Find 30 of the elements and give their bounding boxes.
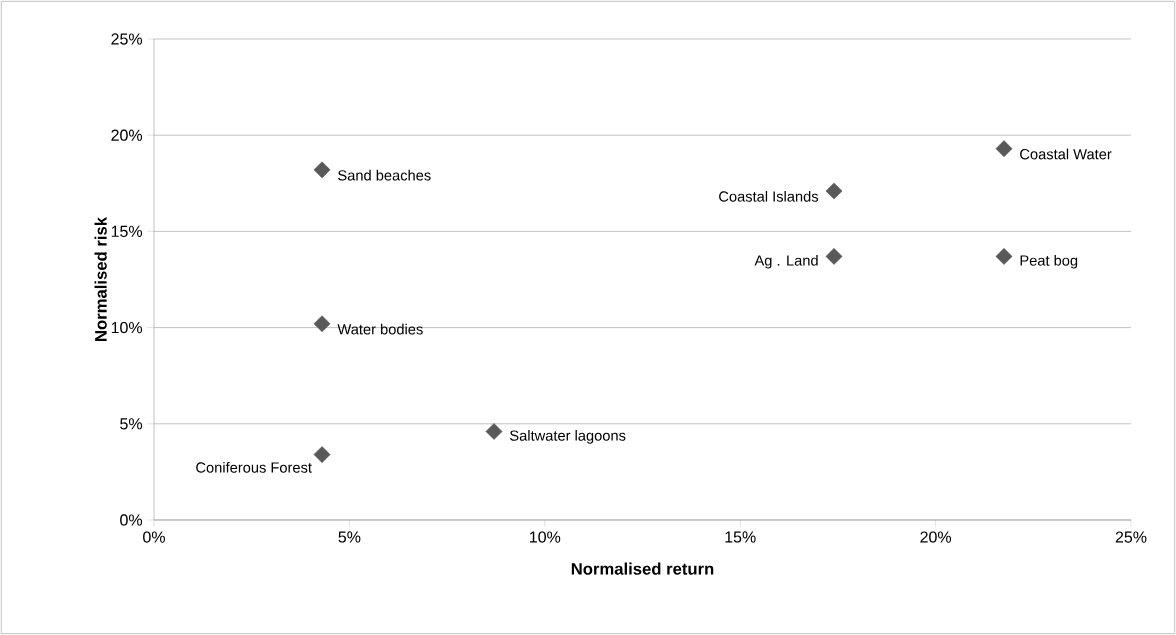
y-tick-label: 20% (111, 129, 143, 141)
point (313, 446, 331, 463)
x-tick-label: 20% (920, 531, 952, 543)
annotation: Ag . Land (754, 254, 818, 269)
annotation: Saltwater lagoons (510, 430, 626, 444)
x-axis-title: Normalised return (571, 562, 714, 575)
x-tick-label: 0% (143, 531, 165, 543)
annotation: Peat bog (1020, 254, 1078, 269)
point (313, 161, 331, 179)
point (485, 423, 503, 440)
y-tick-label: 10% (111, 321, 143, 334)
annotation: Coastal Water (1020, 148, 1112, 160)
point (825, 248, 843, 265)
y-tick-label: 25% (111, 33, 143, 45)
annotation: Water bodies (337, 323, 423, 335)
y-tick-label: 15% (111, 225, 143, 238)
point (825, 182, 843, 200)
point (313, 315, 331, 333)
x-tick-label: 5% (338, 531, 361, 543)
x-tick-label: 25% (1115, 531, 1147, 543)
point (995, 248, 1013, 265)
point (995, 140, 1013, 158)
annotation: Coniferous Forest (196, 461, 312, 473)
annotation: Coastal Islands (719, 190, 819, 202)
x-tick-label: 15% (725, 531, 756, 543)
y-tick-label: 0% (120, 514, 143, 526)
y-axis-title: Normalised risk (94, 216, 107, 341)
annotation: Sand beaches (338, 169, 431, 181)
y-tick-label: 5% (120, 418, 143, 430)
x-tick-label: 10% (530, 531, 561, 543)
